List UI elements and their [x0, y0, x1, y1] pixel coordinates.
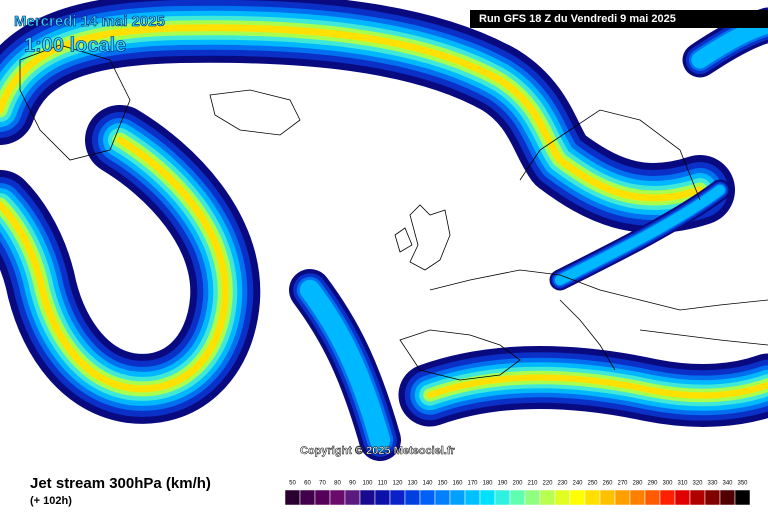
legend-label: 230: [557, 481, 568, 487]
legend-label: 180: [482, 481, 493, 487]
legend-swatch: [464, 489, 481, 506]
legend-label: 90: [349, 481, 356, 487]
legend-swatch: [704, 489, 721, 506]
legend-swatch: [629, 489, 646, 506]
coastline: [519, 109, 701, 201]
date-label: Mercredi 14 mai 2025: [14, 13, 165, 30]
jet-band: [0, 136, 229, 393]
legend-label: 120: [392, 481, 403, 487]
legend-swatch: [674, 489, 691, 506]
legend-label: 160: [452, 481, 463, 487]
legend-swatch: [524, 489, 541, 506]
legend-label: 220: [542, 481, 553, 487]
legend-swatch: [434, 489, 451, 506]
legend-swatch: [449, 489, 466, 506]
jet-band: [554, 184, 726, 286]
legend-label: 320: [692, 481, 703, 487]
jet-band: [426, 374, 768, 399]
legend-label: 280: [632, 481, 643, 487]
legend-label: 240: [572, 481, 583, 487]
legend-swatch: [314, 489, 331, 506]
legend-swatch: [554, 489, 571, 506]
legend-swatch: [404, 489, 421, 506]
coastline: [399, 329, 521, 381]
coastline: [639, 329, 768, 346]
jet-band: [299, 279, 391, 451]
forecast-lead: (+ 102h): [30, 495, 72, 507]
legend-swatch: [659, 489, 676, 506]
color-legend: 50 60 70 80 90 100 110 120 130 140 150 160 170 180 190…: [284, 481, 751, 506]
legend-swatch: [344, 489, 361, 506]
legend-label: 250: [587, 481, 598, 487]
legend-swatch: [284, 489, 301, 506]
legend-label: 150: [437, 481, 448, 487]
legend-swatch: [734, 489, 751, 506]
legend-label: 340: [722, 481, 733, 487]
legend-label: 210: [527, 481, 538, 487]
legend-swatch: [509, 489, 526, 506]
legend-label: 290: [647, 481, 658, 487]
footer-title: Jet stream 300hPa (km/h): [30, 475, 211, 492]
legend-swatch: [329, 489, 346, 506]
legend-label: 260: [602, 481, 613, 487]
coastline: [209, 89, 301, 136]
legend-swatch: [374, 489, 391, 506]
coastline: [409, 204, 451, 271]
legend-swatch: [569, 489, 586, 506]
run-label: Run GFS 18 Z du Vendredi 9 mai 2025: [479, 13, 676, 25]
legend-label: 270: [617, 481, 628, 487]
legend-label: 100: [362, 481, 373, 487]
legend-label: 330: [707, 481, 718, 487]
legend-swatch: [599, 489, 616, 506]
legend-swatch: [689, 489, 706, 506]
legend-label: 170: [467, 481, 478, 487]
legend-label: 350: [737, 481, 748, 487]
legend-swatch: [584, 489, 601, 506]
legend-label: 60: [304, 481, 311, 487]
legend-swatch: [479, 489, 496, 506]
legend-swatch: [389, 489, 406, 506]
legend-label: 50: [289, 481, 296, 487]
legend-swatch: [299, 489, 316, 506]
coastlines: [19, 44, 768, 381]
legend-swatch: [644, 489, 661, 506]
legend-label: 70: [319, 481, 326, 487]
legend-label: 310: [677, 481, 688, 487]
jet-band: [0, 24, 704, 202]
run-banner: [470, 10, 768, 28]
legend-swatch: [419, 489, 436, 506]
legend-swatch: [359, 489, 376, 506]
legend-swatch: [719, 489, 736, 506]
legend-label: 110: [378, 481, 388, 487]
coastline: [429, 269, 768, 311]
time-label: 1:00 locale: [24, 34, 126, 56]
legend-label: 300: [662, 481, 673, 487]
coastline: [394, 227, 413, 253]
legend-label: 140: [422, 481, 433, 487]
copyright: Copyright © 2025 Meteociel.fr: [300, 445, 456, 457]
legend-swatch: [614, 489, 631, 506]
legend-label: 80: [334, 481, 341, 487]
jet-stream: [0, 0, 768, 461]
legend-swatch: [494, 489, 511, 506]
legend-swatch: [539, 489, 556, 506]
coastline: [559, 299, 616, 371]
legend-label: 200: [512, 481, 523, 487]
coastline: [19, 44, 131, 161]
legend-label: 190: [497, 481, 508, 487]
legend-label: 130: [407, 481, 418, 487]
